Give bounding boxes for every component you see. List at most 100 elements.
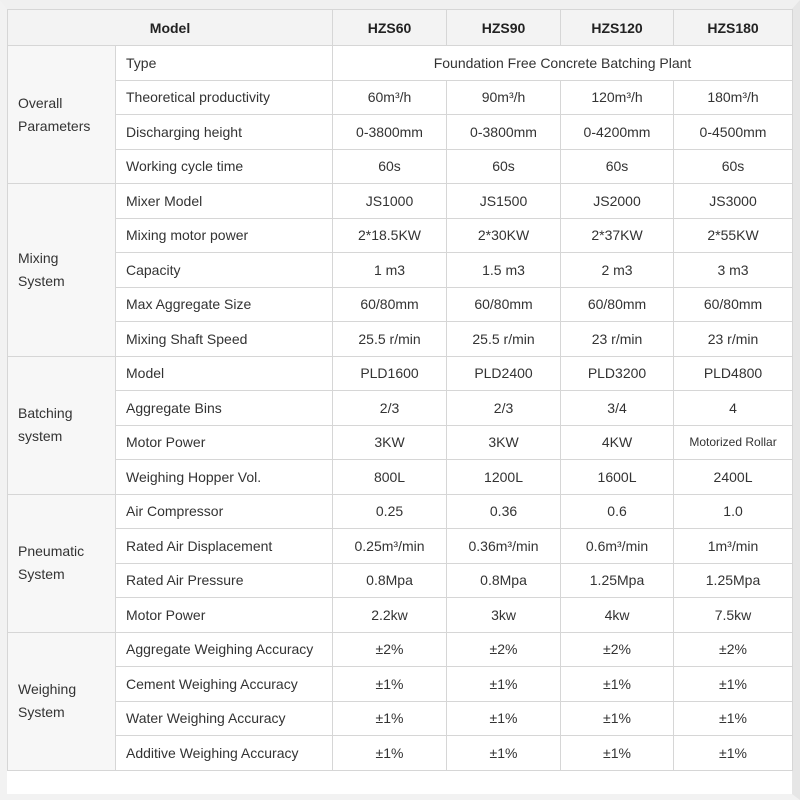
value-cell: 2 m3 — [560, 252, 675, 288]
value-cell: ±1% — [332, 735, 448, 771]
value-cell: 1 m3 — [332, 252, 448, 288]
spec-table: Model HZS60 HZS90 HZS120 HZS180 Overall … — [6, 9, 794, 771]
model-header: Model — [6, 9, 334, 46]
parameter-label: Cement Weighing Accuracy — [114, 666, 334, 702]
parameter-label: Rated Air Displacement — [114, 528, 334, 564]
value-cell: Motorized Rollar — [673, 424, 794, 460]
table-row: Motor Power 3KW 3KW 4KW Motorized Rollar — [8, 424, 794, 460]
parameter-label: Working cycle time — [114, 148, 334, 184]
value-cell: ±1% — [446, 735, 562, 771]
value-cell: ±1% — [560, 666, 675, 702]
parameter-label: Rated Air Pressure — [114, 562, 334, 598]
table-row: Overall Parameters Type Foundation Free Co… — [7, 45, 794, 184]
table-row: Weighing Hopper Vol. 800L 1200L 1600L 2400L — [8, 459, 794, 495]
value-cell: 1.25Mpa — [673, 562, 794, 598]
value-cell: 0-3800mm — [446, 114, 562, 150]
table-row: Capacity 1 m3 1.5 m3 2 m3 3 m3 — [8, 252, 794, 288]
model-header-hzs180: HZS180 — [673, 9, 794, 46]
value-cell: ±1% — [446, 700, 562, 736]
value-cell: 60s — [332, 148, 448, 184]
parameter-label: Air Compressor — [114, 493, 334, 529]
value-cell: 4KW — [560, 424, 675, 460]
value-cell: ±1% — [560, 700, 675, 736]
table-row: Aggregate Bins 2/3 2/3 3/4 4 — [8, 390, 794, 426]
value-cell: 60/80mm — [560, 286, 675, 322]
table-row: Pneumatic System Air Compressor 0.25 0.36 0.… — [7, 493, 794, 633]
table-row: Discharging height 0-3800mm 0-3800mm 0-4200… — [8, 114, 794, 150]
value-cell: 1200L — [446, 459, 562, 495]
parameter-label: Discharging height — [114, 114, 334, 150]
value-cell: 3 m3 — [673, 252, 794, 288]
value-cell: 3kw — [446, 597, 562, 633]
value-cell: ±1% — [332, 666, 448, 702]
value-cell: 60m³/h — [332, 79, 448, 115]
value-cell: 23 r/min — [560, 321, 675, 357]
value-cell: 0.8Mpa — [446, 562, 562, 598]
group-label: Overall Parameters — [7, 45, 116, 184]
value-cell: PLD2400 — [446, 355, 562, 391]
value-cell: ±2% — [332, 631, 448, 667]
value-cell: 25.5 r/min — [446, 321, 562, 357]
value-cell: 0.36 — [446, 493, 562, 529]
parameter-label: Additive Weighing Accuracy — [114, 735, 334, 771]
value-cell: PLD1600 — [332, 355, 448, 391]
value-cell: JS1500 — [446, 183, 562, 219]
value-cell: ±1% — [446, 666, 562, 702]
value-cell: 0-4200mm — [560, 114, 675, 150]
value-cell: 90m³/h — [446, 79, 562, 115]
value-cell: 120m³/h — [560, 79, 675, 115]
value-cell: ±1% — [560, 735, 675, 771]
value-cell: ±1% — [673, 700, 794, 736]
parameter-label: Aggregate Weighing Accuracy — [114, 631, 334, 667]
header-row: Model HZS60 HZS90 HZS120 HZS180 — [6, 9, 794, 46]
model-header-hzs120: HZS120 — [560, 9, 675, 46]
table-row: Mixing Shaft Speed 25.5 r/min 25.5 r/min 23… — [8, 321, 794, 357]
value-cell: 1.5 m3 — [446, 252, 562, 288]
value-cell: ±2% — [673, 631, 794, 667]
table-row: Water Weighing Accuracy ±1% ±1% ±1% ±1% — [8, 700, 794, 736]
value-cell: JS1000 — [332, 183, 448, 219]
parameter-label: Capacity — [114, 252, 334, 288]
table-row: Mixing motor power 2*18.5KW 2*30KW 2*37KW 2*… — [8, 217, 794, 253]
value-cell: PLD4800 — [673, 355, 794, 391]
value-cell: 0.8Mpa — [332, 562, 448, 598]
value-cell: ±1% — [332, 700, 448, 736]
parameter-label: Mixing motor power — [114, 217, 334, 253]
value-cell: 2.2kw — [332, 597, 448, 633]
parameter-label: Motor Power — [114, 597, 334, 633]
group-label: Pneumatic System — [7, 493, 116, 633]
table-row: Max Aggregate Size 60/80mm 60/80mm 60/80mm 6… — [8, 286, 794, 322]
value-cell: Foundation Free Concrete Batching Plant — [332, 45, 794, 81]
table-row: Batching system Model PLD1600 PLD2400 PLD320… — [7, 355, 794, 495]
value-cell: 1600L — [560, 459, 675, 495]
value-cell: 4kw — [560, 597, 675, 633]
table-row: Working cycle time 60s 60s 60s 60s — [8, 148, 794, 184]
value-cell: 180m³/h — [673, 79, 794, 115]
value-cell: 60/80mm — [673, 286, 794, 322]
value-cell: PLD3200 — [560, 355, 675, 391]
value-cell: 25.5 r/min — [332, 321, 448, 357]
value-cell: 1m³/min — [673, 528, 794, 564]
value-cell: 7.5kw — [673, 597, 794, 633]
value-cell: 0.25 — [332, 493, 448, 529]
value-cell: 3/4 — [560, 390, 675, 426]
table-row: Mixing System Mixer Model JS1000 JS1500 JS20… — [7, 183, 794, 357]
value-cell: 23 r/min — [673, 321, 794, 357]
value-cell: 0-4500mm — [673, 114, 794, 150]
value-cell: JS2000 — [560, 183, 675, 219]
table-row: Additive Weighing Accuracy ±1% ±1% ±1% ±1% — [8, 735, 794, 771]
parameter-label: Type — [114, 45, 334, 81]
value-cell: ±1% — [673, 735, 794, 771]
parameter-label: Mixer Model — [114, 183, 334, 219]
value-cell: 2400L — [673, 459, 794, 495]
value-cell: ±1% — [673, 666, 794, 702]
group-label: Weighing System — [7, 631, 116, 771]
value-cell: 4 — [673, 390, 794, 426]
value-cell: 60s — [560, 148, 675, 184]
table-row: Motor Power 2.2kw 3kw 4kw 7.5kw — [8, 597, 794, 633]
value-cell: 60/80mm — [446, 286, 562, 322]
table-row: Rated Air Displacement 0.25m³/min 0.36m³/m… — [8, 528, 794, 564]
value-cell: 0.25m³/min — [332, 528, 448, 564]
parameter-label: Theoretical productivity — [114, 79, 334, 115]
value-cell: 0.6 — [560, 493, 675, 529]
